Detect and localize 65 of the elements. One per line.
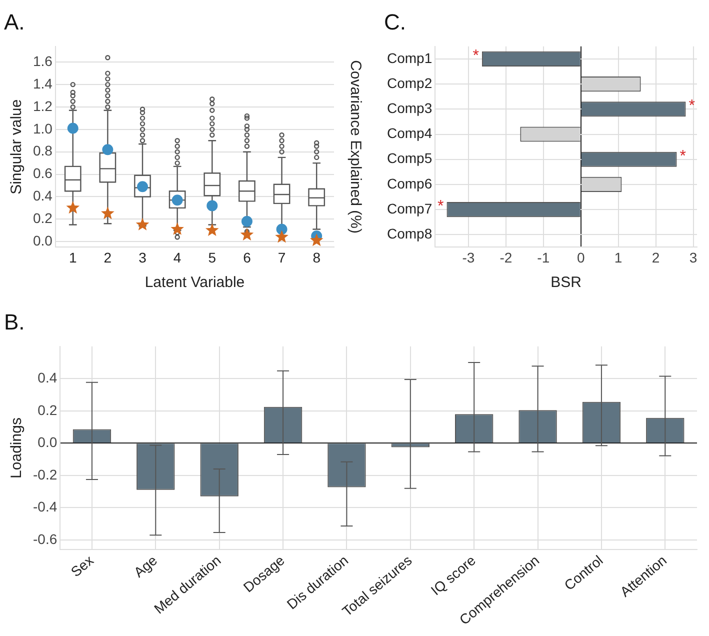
y-tick-label: 0.8: [32, 142, 53, 159]
y-tick-label: 0.0: [32, 232, 53, 248]
x-tick-label: -2: [500, 249, 512, 266]
y-tick-label: 0.0: [38, 434, 58, 450]
x-tick-label: 5: [208, 249, 216, 266]
y-tick-label: Comp3: [386, 100, 432, 116]
y-tick-label: 0.2: [32, 210, 53, 226]
x-tick-label: -1: [537, 249, 550, 266]
x-tick-label: 6: [243, 249, 252, 266]
annotation: *: [680, 148, 686, 165]
x-tick-label: Age: [130, 552, 160, 580]
annotation: *: [472, 47, 479, 64]
point: [205, 223, 219, 236]
x-tick-label: 2: [104, 249, 112, 266]
y-tick-label: Comp8: [386, 226, 432, 242]
point: [275, 230, 288, 243]
annotation: *: [438, 198, 444, 215]
y-tick-label: Comp6: [386, 175, 432, 192]
y-axis-title: Loadings: [8, 418, 26, 478]
y-tick-label: Comp7: [386, 200, 432, 216]
y-tick-label: 1.4: [32, 75, 53, 92]
y-tick-label: 1.6: [32, 52, 53, 69]
point: [67, 122, 78, 134]
y-tick-label: -0.2: [33, 466, 58, 482]
point: [310, 233, 324, 246]
y-tick-label: 0.6: [32, 165, 53, 182]
y-tick-label: -0.4: [33, 498, 58, 515]
y-tick-label: 0.4: [38, 370, 58, 386]
point: [66, 200, 80, 214]
x-tick-label: 4: [173, 249, 182, 266]
point: [240, 228, 254, 241]
point: [136, 218, 150, 230]
x-axis-title: BSR: [550, 274, 582, 292]
x-tick-label: 0: [576, 249, 585, 266]
chart-title: B.: [4, 309, 25, 334]
point: [206, 200, 218, 212]
x-tick-label: 8: [312, 249, 321, 266]
annotation: *: [688, 98, 695, 115]
y-tick-label: 1.0: [32, 120, 53, 136]
x-tick-label: 2: [652, 249, 660, 266]
x-tick-label: 3: [689, 249, 698, 266]
x-tick-label: -3: [462, 249, 475, 266]
point: [170, 222, 184, 235]
point: [276, 224, 288, 235]
y-tick-label: 0.4: [32, 188, 53, 204]
y-axis-title: Singular value: [8, 99, 26, 194]
point: [241, 216, 252, 227]
y-tick-label: Comp5: [386, 150, 432, 166]
x-tick-label: 3: [138, 249, 147, 266]
y-tick-label: 0.2: [38, 402, 58, 418]
chart-title: A.: [4, 9, 25, 34]
y-tick-label: Comp4: [386, 125, 432, 142]
chart-title: C.: [384, 9, 406, 34]
y-tick-label: Comp1: [386, 50, 432, 66]
x-tick-label: 1: [68, 249, 77, 266]
x-tick-label: 7: [278, 249, 286, 266]
y-tick-label: Comp2: [386, 74, 432, 91]
x-tick-label: Sex: [68, 552, 96, 580]
point: [102, 144, 114, 156]
x-axis-title: Latent Variable: [144, 274, 245, 292]
y-tick-label: -0.6: [33, 530, 58, 547]
x-tick-label: 1: [614, 249, 622, 266]
y-tick-label: 1.2: [32, 98, 53, 114]
y2-axis-title: Covariance Explained (%): [346, 60, 364, 234]
point: [101, 206, 114, 220]
